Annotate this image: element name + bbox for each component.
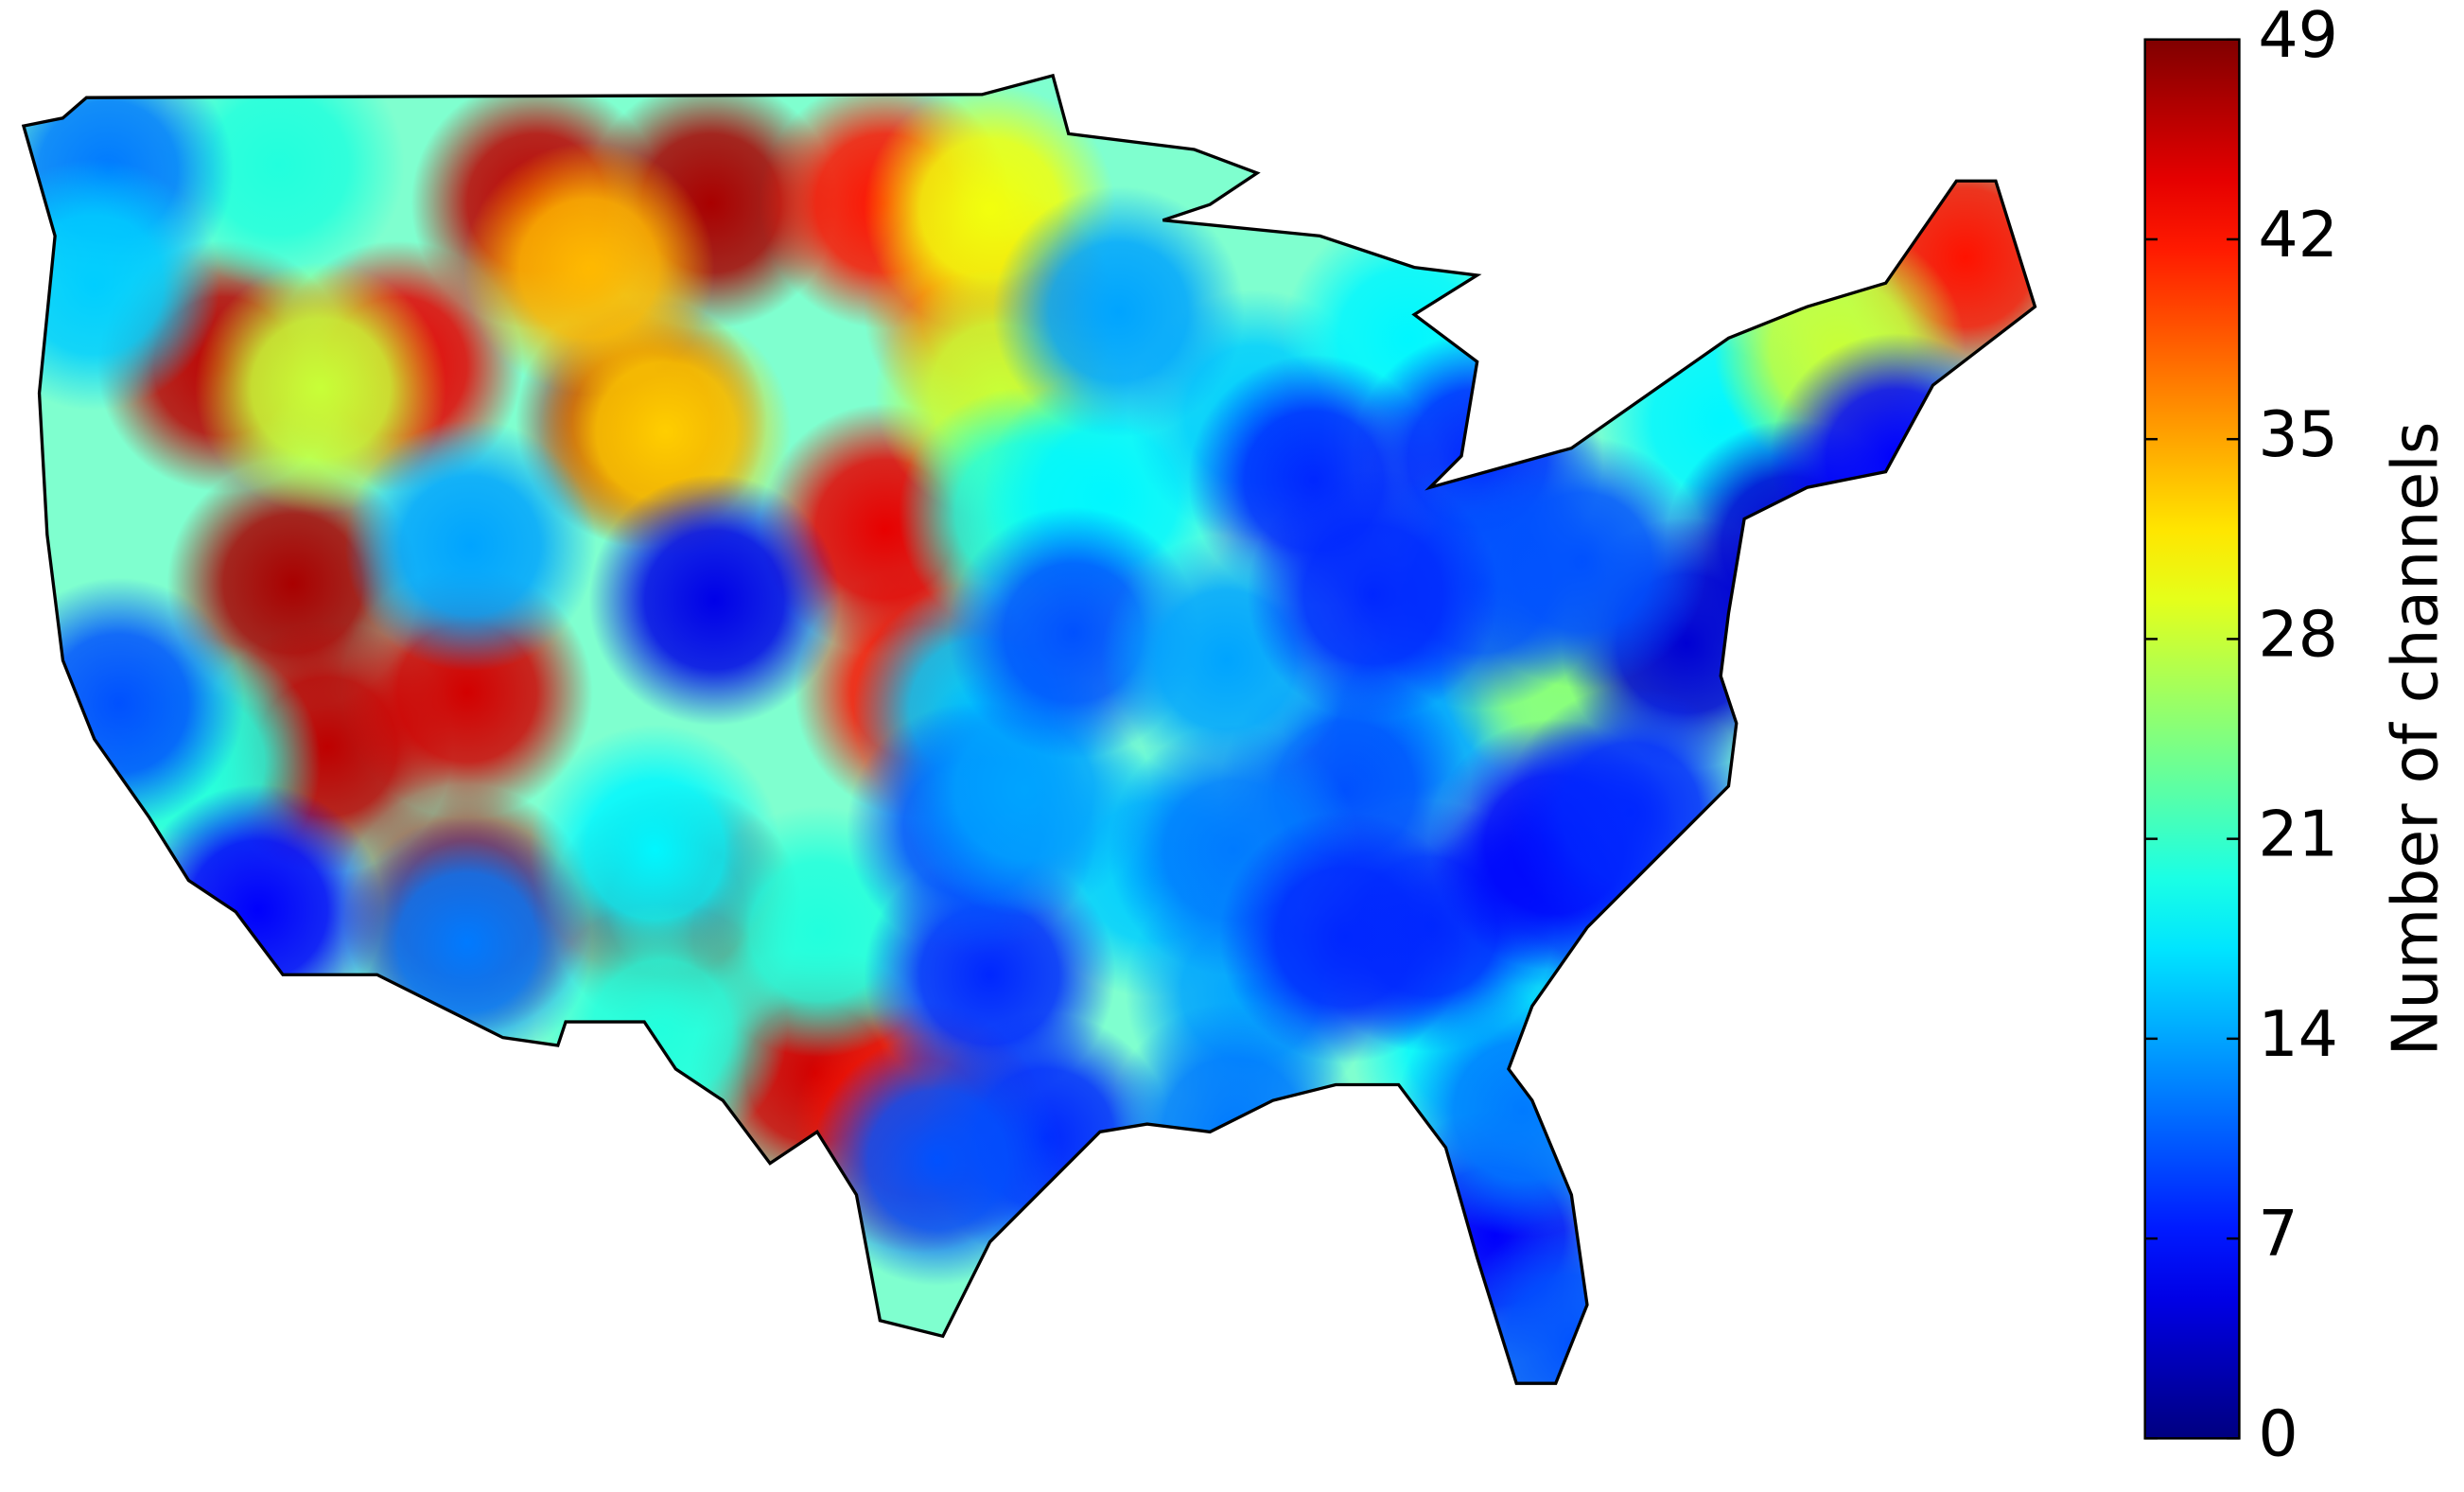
colorbar-tick-label: 28 [2258, 597, 2338, 671]
heat-blob [588, 474, 841, 727]
colorbar-tick-label: 21 [2258, 798, 2338, 871]
heat-blob [1219, 811, 1471, 1063]
heat-blob [131, 783, 384, 1036]
heat-blob [1397, 985, 1649, 1237]
heat-blob [992, 185, 1245, 438]
heat-layer [23, 75, 2036, 1384]
colorbar-tick-label: 35 [2258, 397, 2338, 471]
colorbar-tick-label: 7 [2258, 1197, 2298, 1271]
heat-blob [344, 419, 597, 672]
border [21, 73, 2037, 1385]
heat-blob [23, 577, 245, 830]
colorbar-label: Number of channels [2379, 422, 2453, 1057]
heat-blob [1505, 686, 1757, 939]
heat-blob [1449, 1219, 1702, 1384]
heat-blob [1247, 468, 1499, 721]
heat-blob [1770, 332, 2022, 585]
colorbar-tick-label: 14 [2258, 997, 2338, 1071]
heat-blob [812, 1034, 1063, 1286]
colorbar-tick-label: 49 [2258, 0, 2338, 72]
heat-blob [529, 724, 781, 976]
heat-blob [195, 262, 446, 515]
colorbar [2143, 38, 2241, 1440]
heat-blob [1456, 436, 1708, 688]
colorbar-tick-label: 42 [2258, 198, 2338, 272]
colorbar-tick-label: 0 [2258, 1396, 2298, 1470]
